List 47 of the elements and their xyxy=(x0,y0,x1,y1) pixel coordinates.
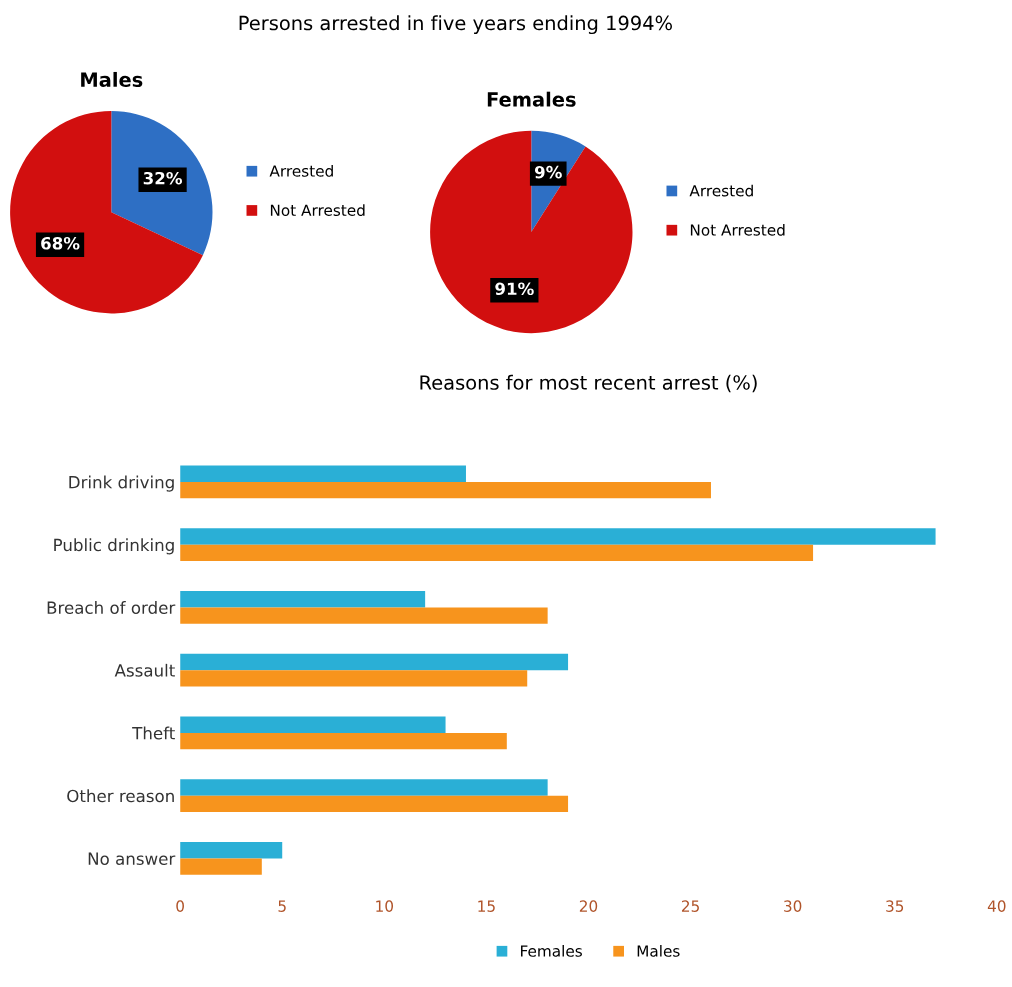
y-tick-label: Drink driving xyxy=(69,475,174,492)
bar xyxy=(180,842,283,859)
legend-label: Not Arrested xyxy=(690,223,785,236)
bar xyxy=(180,544,814,561)
bar xyxy=(180,653,569,671)
x-tick-label: 35 xyxy=(886,900,904,912)
bar xyxy=(180,591,426,608)
data-label: 91% xyxy=(495,282,534,296)
x-tick-label: 15 xyxy=(478,900,495,912)
bar xyxy=(180,716,446,733)
pie-slice xyxy=(111,111,213,256)
x-tick-label: 20 xyxy=(579,900,598,912)
y-tick-label: Assault xyxy=(114,663,175,677)
bar xyxy=(180,528,936,545)
y-tick-label: Other reason xyxy=(67,789,174,803)
x-tick-label: 0 xyxy=(176,900,184,912)
bar xyxy=(180,732,507,750)
chart-title: Reasons for most recent arrest (%) xyxy=(420,374,757,393)
pie-slice xyxy=(430,130,633,334)
x-tick-label: 40 xyxy=(987,900,1006,912)
legend-label: Males xyxy=(637,944,680,957)
x-tick-label: 25 xyxy=(681,900,699,912)
chart-title: Persons arrested in five years ending 1994% xyxy=(239,15,672,35)
bar xyxy=(180,670,528,687)
y-tick-label: Public drinking xyxy=(54,538,174,555)
y-tick-label: Breach of order xyxy=(47,601,176,614)
x-tick-label: 5 xyxy=(278,900,286,912)
pie-slice xyxy=(10,111,203,314)
x-tick-label: 30 xyxy=(784,900,802,912)
chart-subtitle: Females xyxy=(487,91,576,107)
bar xyxy=(180,779,548,796)
y-tick-label: Theft xyxy=(132,726,175,740)
y-tick-label: No answer xyxy=(88,852,176,865)
bar xyxy=(180,607,548,624)
legend-label: Females xyxy=(521,944,582,957)
bar xyxy=(180,858,262,875)
bar xyxy=(180,465,466,482)
legend-label: Arrested xyxy=(689,184,753,197)
legend-label: Not Arrested xyxy=(270,204,365,217)
data-label: 32% xyxy=(143,171,182,185)
data-label: 9% xyxy=(534,165,562,179)
x-tick-label: 10 xyxy=(376,900,394,912)
data-label: 68% xyxy=(41,236,80,250)
chart-subtitle: Males xyxy=(81,71,143,87)
bar xyxy=(180,481,711,499)
bar xyxy=(180,795,569,812)
legend-label: Arrested xyxy=(269,164,333,177)
